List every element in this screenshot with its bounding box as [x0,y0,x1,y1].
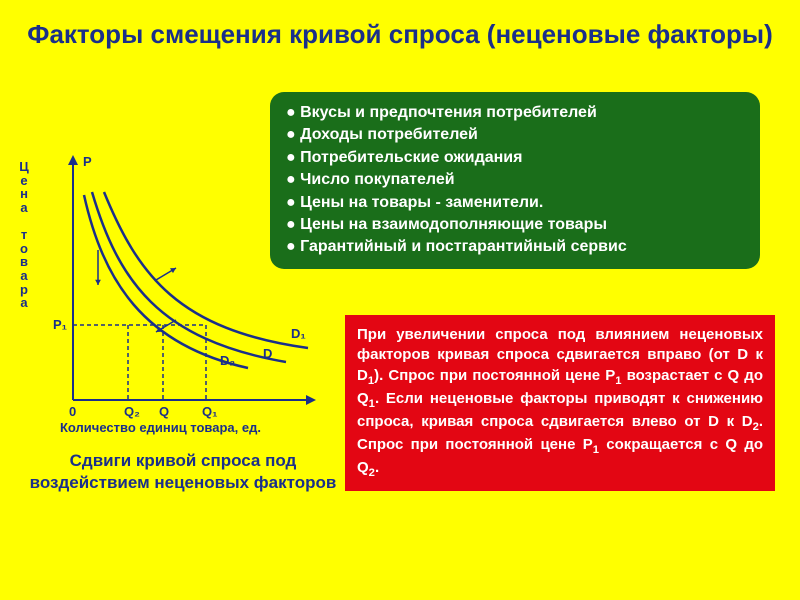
svg-text:Q₂: Q₂ [124,404,140,419]
svg-text:D₂: D₂ [220,353,235,368]
factor-item: Вкусы и предпочтения потребителей [286,102,744,124]
page-title: Факторы смещения кривой спроса (неценовы… [0,0,800,63]
svg-text:Q: Q [159,404,169,419]
svg-text:P: P [83,154,92,169]
svg-text:0: 0 [69,404,76,419]
svg-text:D: D [263,346,272,361]
factor-item: Число покупателей [286,169,744,191]
x-axis-label: Количество единиц товара, ед. [60,420,261,435]
y-axis-label: Цена товара [18,160,30,310]
svg-text:D₁: D₁ [291,326,306,341]
chart-caption: Сдвиги кривой спроса под воздействием не… [28,450,338,494]
svg-text:P₁: P₁ [53,317,67,332]
factor-item: Доходы потребителей [286,124,744,146]
demand-shift-chart: P D₂ D D₁ P₁ 0 Q₂ Q Q₁ [48,150,318,420]
factors-box: Вкусы и предпочтения потребителей Доходы… [270,92,760,269]
svg-text:Q₁: Q₁ [202,404,218,419]
factor-item: Гарантийный и постгарантийный сервис [286,236,744,258]
explanation-box: При увеличении спроса под влиянием нецен… [345,315,775,491]
factor-item: Потребительские ожидания [286,147,744,169]
factor-item: Цены на взаимодополняющие товары [286,214,744,236]
factor-item: Цены на товары - заменители. [286,192,744,214]
